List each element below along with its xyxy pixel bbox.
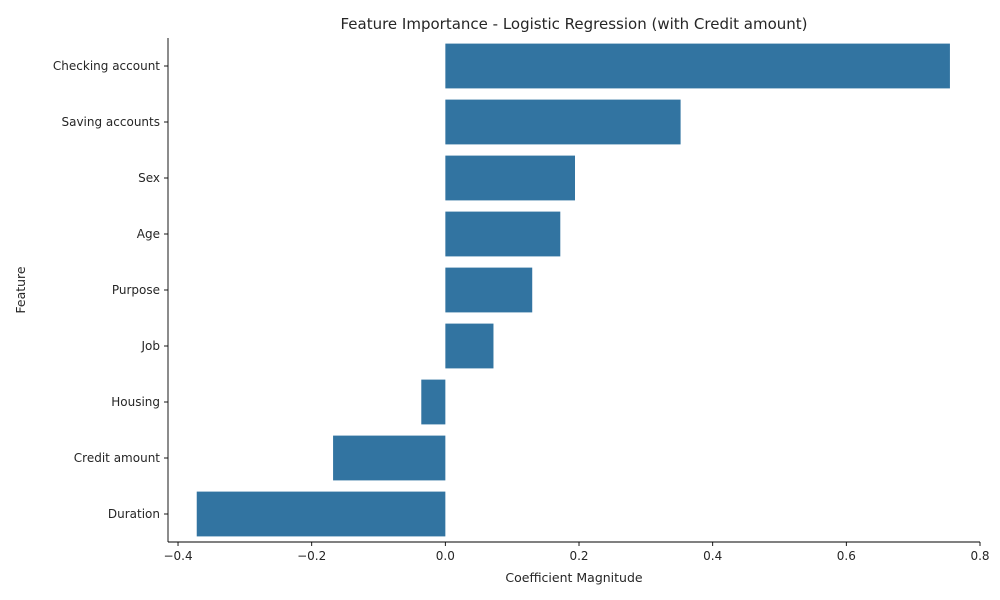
x-tick-label: 0.2: [569, 549, 588, 563]
y-tick-label-duration: Duration: [108, 507, 160, 521]
bar-checking-account: [445, 43, 950, 89]
x-tick-label: 0.4: [703, 549, 722, 563]
y-tick-label-age: Age: [137, 227, 160, 241]
bar-housing: [421, 379, 446, 425]
y-tick-label-housing: Housing: [111, 395, 160, 409]
bar-sex: [445, 155, 576, 201]
y-tick-label-checking-account: Checking account: [53, 59, 160, 73]
y-tick-label-sex: Sex: [138, 171, 160, 185]
bar-job: [445, 323, 494, 369]
x-tick-label: −0.4: [163, 549, 192, 563]
bar-saving-accounts: [445, 99, 681, 145]
bar-age: [445, 211, 561, 257]
bar-purpose: [445, 267, 533, 313]
y-tick-label-job: Job: [141, 339, 161, 353]
bar-credit-amount: [333, 435, 446, 481]
y-axis-label: Feature: [13, 266, 28, 314]
chart-title: Feature Importance - Logistic Regression…: [340, 15, 807, 33]
x-tick-label: 0.0: [436, 549, 455, 563]
y-tick-label-credit-amount: Credit amount: [74, 451, 160, 465]
y-tick-label-saving-accounts: Saving accounts: [61, 115, 160, 129]
x-tick-label: −0.2: [297, 549, 326, 563]
x-axis-ticks: −0.4 −0.2 0.0 0.2 0.4 0.6 0.8: [163, 542, 990, 563]
bars-group: [196, 43, 950, 537]
x-axis-label: Coefficient Magnitude: [505, 570, 643, 585]
x-tick-label: 0.6: [837, 549, 856, 563]
bar-duration: [196, 491, 446, 537]
y-tick-label-purpose: Purpose: [112, 283, 160, 297]
y-axis-ticks: Checking account Saving accounts Sex Age Pur…: [53, 59, 168, 521]
x-tick-label: 0.8: [970, 549, 989, 563]
